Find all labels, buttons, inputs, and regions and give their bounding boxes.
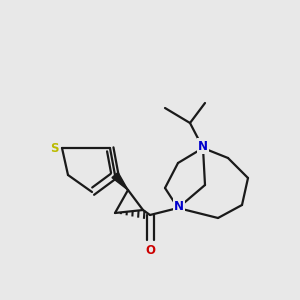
Text: N: N xyxy=(198,140,208,152)
Text: N: N xyxy=(174,200,184,212)
Text: N: N xyxy=(174,200,184,212)
Polygon shape xyxy=(112,172,128,190)
Text: O: O xyxy=(145,244,155,256)
Text: S: S xyxy=(50,142,58,154)
Text: N: N xyxy=(174,200,184,212)
Text: S: S xyxy=(50,142,58,154)
Text: O: O xyxy=(145,244,155,256)
Text: N: N xyxy=(198,140,208,152)
